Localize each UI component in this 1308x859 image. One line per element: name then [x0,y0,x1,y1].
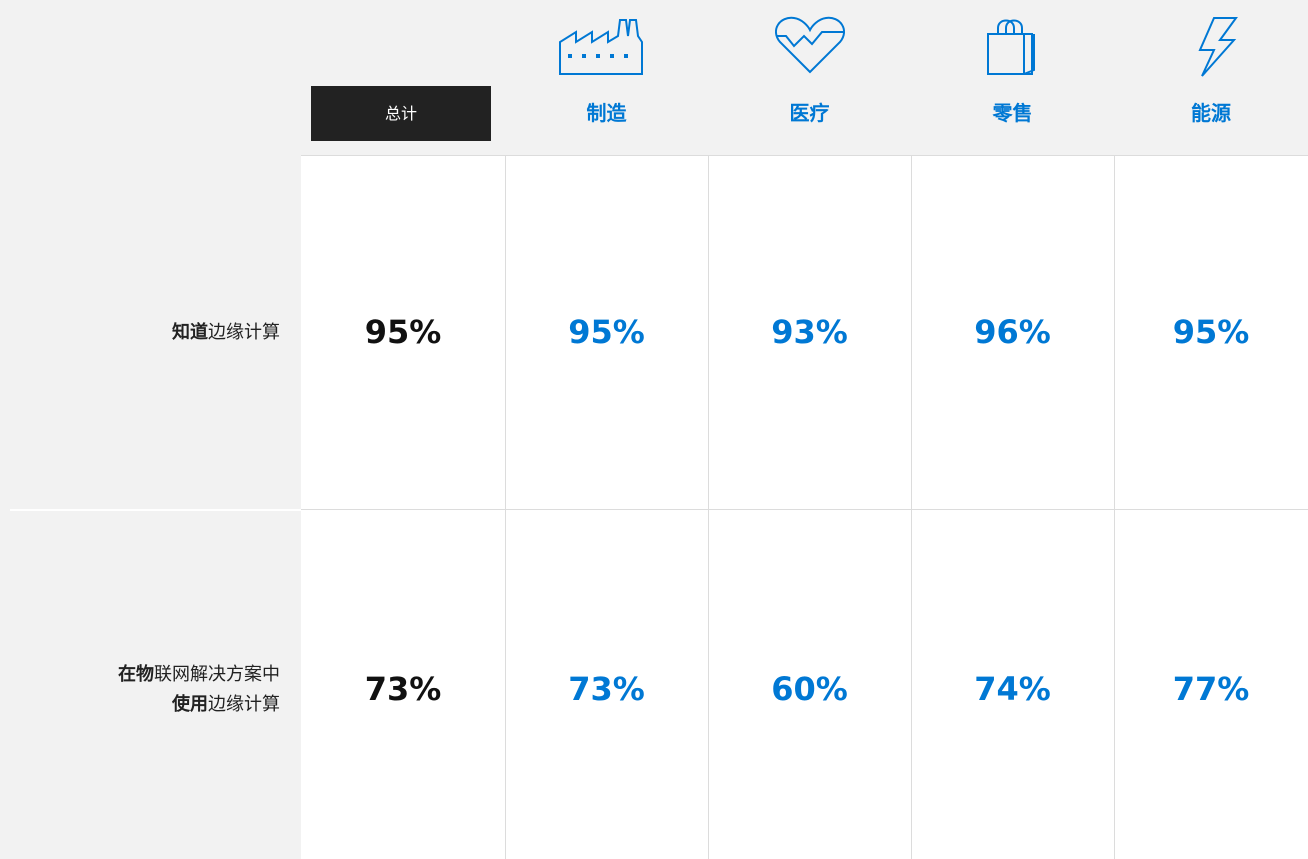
column-header: 能源 [1191,101,1231,125]
column-header: 医疗 [789,101,830,125]
label-part: 知道 [172,322,208,343]
column-header: 零售 [992,101,1033,125]
cell-value: 60% [771,670,848,708]
cell-value: 95% [568,313,645,351]
cell-value: 93% [771,313,848,351]
factory-icon [559,19,643,75]
label-part: 使用 [172,694,208,715]
row-label: 在物联网解决方案中 使用边缘计算 [118,660,280,720]
energy-icon [1198,17,1238,77]
row-label-line: 使用边缘计算 [118,690,280,720]
health-icon [775,16,845,74]
column-border [708,155,709,859]
row-label-line: 知道边缘计算 [172,318,280,348]
column-header: 制造 [586,101,627,125]
row-label-line: 在物联网解决方案中 [118,660,280,690]
row-border [10,509,301,511]
cell-value: 73% [364,670,442,708]
cell-value: 95% [1172,313,1250,351]
retail-icon [987,19,1035,75]
label-part: 联网解决方案中 [154,664,280,685]
label-part: 边缘计算 [208,694,280,715]
cell-value: 73% [568,670,645,708]
column-header: 总计 [311,86,491,141]
column-border [911,155,912,859]
row-border [301,155,1308,156]
cell-value: 96% [974,313,1051,351]
row-border [301,509,1308,510]
label-part: 在物 [118,664,154,685]
cell-value: 95% [364,313,442,351]
row-label: 知道边缘计算 [172,318,280,348]
cell-value: 74% [974,670,1051,708]
column-border [1114,155,1115,859]
column-border [505,155,506,859]
table-body [301,155,1308,859]
label-part: 边缘计算 [208,322,280,343]
cell-value: 77% [1172,670,1250,708]
